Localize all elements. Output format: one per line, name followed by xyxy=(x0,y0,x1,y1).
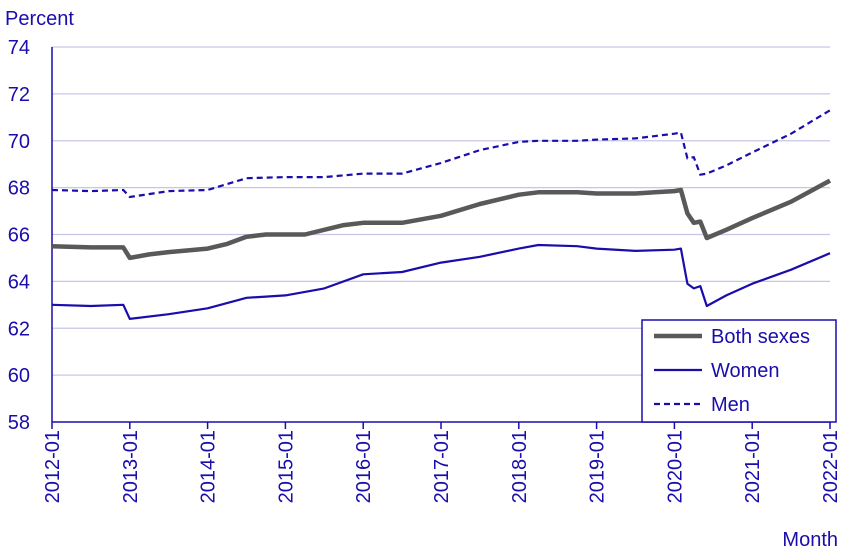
x-tick-label: 2012-01 xyxy=(42,430,64,503)
y-tick-label: 66 xyxy=(8,225,30,247)
x-tick-label: 2022-01 xyxy=(820,430,842,503)
x-axis-ticks: 2012-01 2013-01 2014-01 2015-01 2016-01 2017-… xyxy=(42,422,842,503)
x-tick-label: 2018-01 xyxy=(509,430,531,503)
x-axis-title: Month xyxy=(782,529,838,551)
y-tick-label: 64 xyxy=(8,271,30,293)
x-tick-label: 2013-01 xyxy=(120,430,142,503)
x-tick-label: 2016-01 xyxy=(353,430,375,503)
y-tick-label: 70 xyxy=(8,131,30,153)
y-tick-label: 62 xyxy=(8,318,30,340)
legend: Both sexes Women Men xyxy=(641,319,837,423)
x-tick-label: 2020-01 xyxy=(664,430,686,503)
x-tick-label: 2021-01 xyxy=(742,430,764,503)
legend-label: Men xyxy=(711,394,750,416)
legend-label: Both sexes xyxy=(711,326,810,348)
y-tick-label: 68 xyxy=(8,178,30,200)
y-tick-label: 58 xyxy=(8,412,30,434)
y-tick-label: 72 xyxy=(8,84,30,106)
x-tick-label: 2017-01 xyxy=(431,430,453,503)
y-axis-ticks: 58 60 62 64 66 68 70 72 74 xyxy=(8,37,30,434)
legend-label: Women xyxy=(711,360,780,382)
x-tick-label: 2019-01 xyxy=(587,430,609,503)
y-tick-label: 74 xyxy=(8,37,30,59)
series-line-women xyxy=(51,243,831,320)
series-lines xyxy=(51,109,832,320)
x-tick-label: 2014-01 xyxy=(198,430,220,503)
series-line-both-sexes xyxy=(51,178,832,261)
series-line-men xyxy=(51,109,831,199)
x-tick-label: 2015-01 xyxy=(275,430,297,503)
y-axis-title: Percent xyxy=(5,8,74,30)
y-tick-label: 60 xyxy=(8,365,30,387)
